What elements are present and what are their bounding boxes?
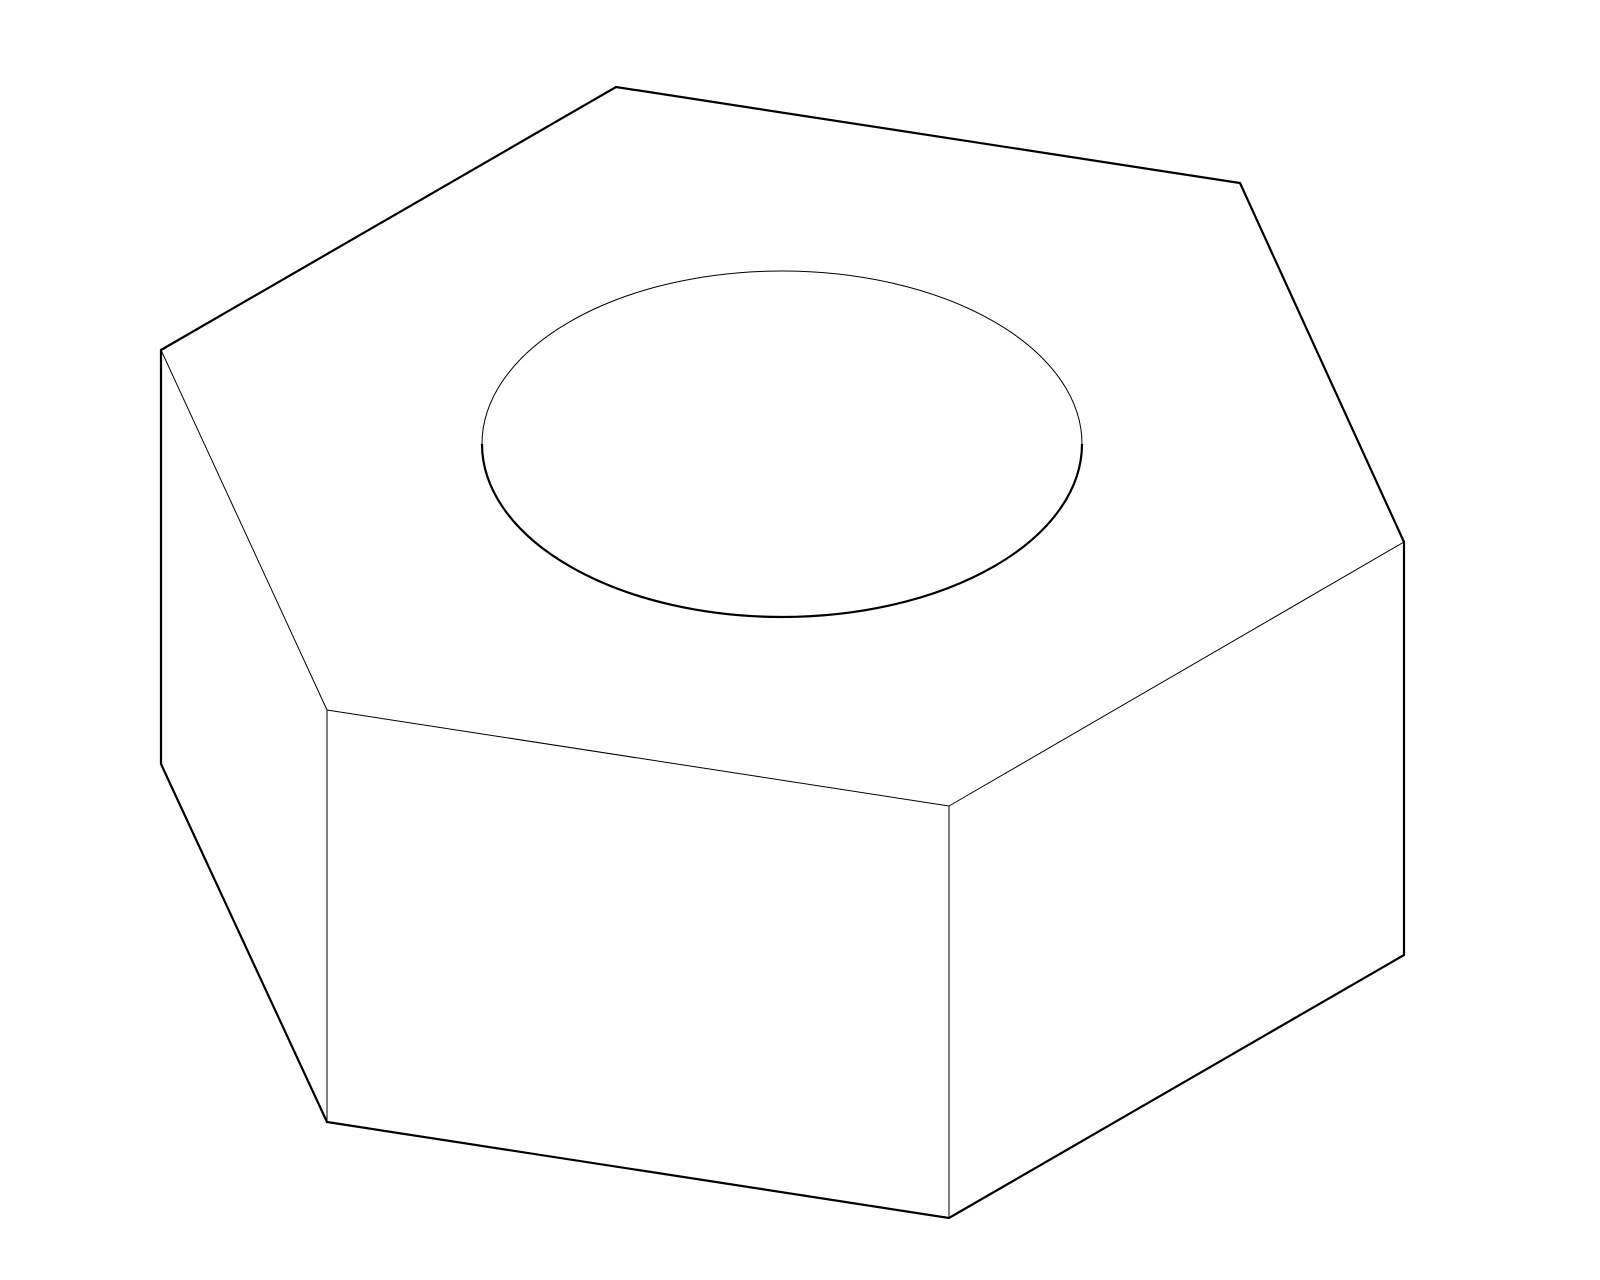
top-face-front-edge [326,709,950,807]
bore-hole-upper-arc [481,270,1083,445]
top-face-front-left-edge [160,349,328,711]
top-face-front-right-edge [948,541,1405,807]
nut-outline [159,85,1406,1220]
bore-hole-lower-arc [480,443,1084,619]
